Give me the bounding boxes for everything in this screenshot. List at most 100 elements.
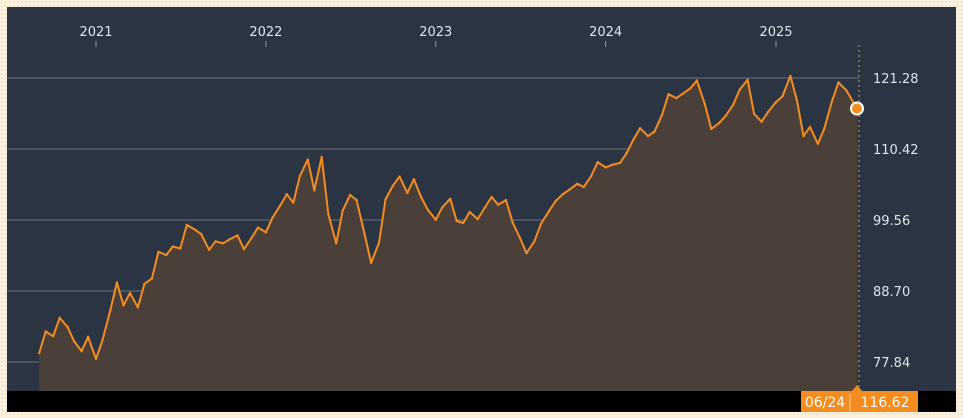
data-point — [115, 281, 119, 284]
data-point — [171, 245, 174, 248]
y-tick-label: 110.42 — [873, 143, 919, 158]
price-line — [38, 74, 858, 360]
data-point — [38, 351, 41, 355]
data-point — [406, 191, 409, 195]
data-point — [576, 182, 579, 185]
data-point — [760, 120, 763, 123]
last-point-marker — [850, 101, 864, 116]
data-point — [808, 125, 812, 129]
data-point — [80, 349, 83, 353]
data-point — [306, 158, 309, 161]
data-point — [518, 236, 522, 240]
x-tick-label: 2022 — [249, 25, 282, 40]
data-point — [86, 335, 90, 338]
data-point — [468, 210, 471, 214]
data-point — [738, 88, 741, 91]
data-point — [789, 74, 792, 78]
data-point — [341, 209, 344, 212]
data-point — [398, 175, 401, 178]
data-point — [681, 92, 685, 95]
x-tick-label: 2024 — [589, 25, 622, 40]
data-point — [490, 195, 493, 199]
data-point — [256, 226, 260, 229]
data-point — [298, 174, 302, 178]
data-point — [568, 188, 571, 191]
data-point — [200, 232, 203, 236]
x-axis-footer — [7, 391, 956, 412]
data-point — [816, 142, 820, 146]
data-point — [327, 212, 330, 216]
data-point — [618, 161, 622, 165]
x-tick-label: 2025 — [759, 25, 792, 40]
data-point — [561, 193, 564, 196]
data-point — [441, 206, 444, 209]
data-point — [710, 127, 713, 131]
data-point — [590, 174, 593, 178]
data-point — [128, 291, 132, 295]
data-point — [250, 236, 253, 240]
data-point — [94, 357, 98, 361]
data-point — [363, 232, 366, 236]
data-point — [746, 78, 749, 82]
data-point — [109, 308, 112, 312]
data-point — [496, 203, 500, 206]
data-point — [101, 338, 104, 342]
data-point — [279, 204, 282, 207]
data-point — [596, 161, 599, 164]
data-point — [434, 218, 437, 221]
data-point — [320, 155, 323, 159]
y-tick-label: 121.28 — [873, 72, 919, 87]
data-point — [58, 316, 61, 319]
x-tick-label: 2023 — [419, 25, 452, 40]
data-point — [837, 81, 840, 84]
y-tick-label: 77.84 — [873, 356, 910, 371]
data-point — [377, 241, 381, 244]
data-point — [179, 247, 182, 250]
data-point — [412, 178, 416, 181]
data-point — [44, 330, 47, 333]
data-point — [165, 253, 168, 257]
data-point — [781, 95, 784, 98]
data-point — [774, 100, 778, 104]
last-value-label: 116.62 — [861, 395, 910, 411]
data-point — [391, 184, 395, 187]
data-point — [511, 221, 514, 224]
data-point — [271, 216, 274, 219]
data-point — [426, 208, 430, 212]
stock-price-chart: 121.28 110.42 99.56 88.70 77.84 2021 2022 2023… — [7, 7, 956, 412]
data-point — [689, 87, 692, 90]
data-point — [625, 151, 628, 155]
last-date-label: 06/24 — [805, 395, 845, 411]
last-value-badge: 06/24 116.62 — [801, 385, 918, 412]
data-point — [718, 121, 721, 125]
data-point — [752, 112, 756, 116]
data-point — [122, 304, 125, 307]
data-point — [66, 325, 69, 329]
data-point — [242, 248, 246, 251]
data-point — [646, 134, 650, 138]
data-point — [483, 207, 486, 210]
data-point — [193, 228, 196, 231]
data-point — [632, 138, 635, 141]
data-point — [207, 248, 211, 251]
data-point — [150, 277, 154, 280]
data-point — [285, 193, 288, 196]
data-point — [533, 240, 536, 243]
data-point — [236, 234, 239, 237]
data-point — [462, 221, 465, 225]
data-point — [384, 198, 387, 201]
x-axis-band — [7, 7, 956, 41]
data-point — [143, 282, 146, 285]
data-point — [185, 223, 188, 227]
data-point — [582, 185, 585, 189]
data-point — [695, 79, 699, 82]
data-point — [292, 201, 295, 204]
data-point — [660, 113, 664, 117]
x-tick-label: 2021 — [79, 25, 112, 40]
data-point — [653, 130, 656, 133]
data-point — [802, 134, 805, 138]
plot-area — [38, 74, 859, 392]
y-tick-label: 88.70 — [873, 285, 910, 300]
data-point — [420, 196, 423, 199]
data-point — [348, 193, 352, 197]
